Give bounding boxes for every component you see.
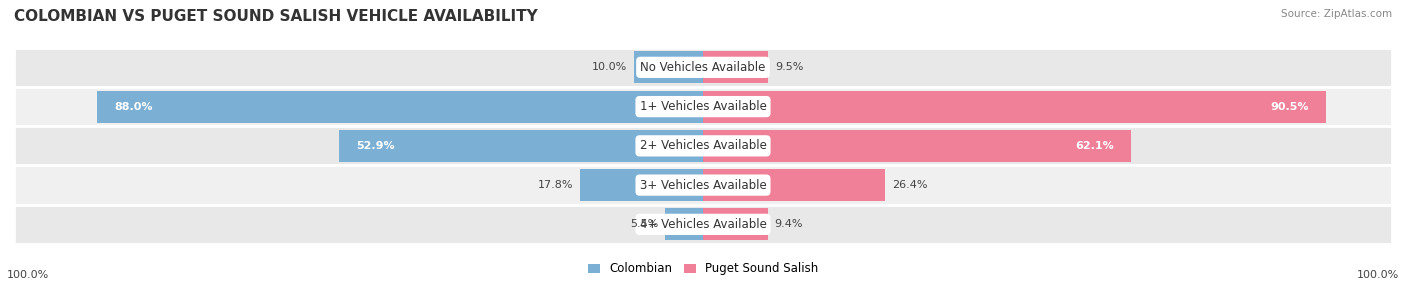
- Text: 100.0%: 100.0%: [7, 270, 49, 280]
- Text: Source: ZipAtlas.com: Source: ZipAtlas.com: [1281, 9, 1392, 19]
- Text: COLOMBIAN VS PUGET SOUND SALISH VEHICLE AVAILABILITY: COLOMBIAN VS PUGET SOUND SALISH VEHICLE …: [14, 9, 538, 23]
- Text: 10.0%: 10.0%: [592, 62, 627, 72]
- Text: 52.9%: 52.9%: [356, 141, 395, 151]
- Text: No Vehicles Available: No Vehicles Available: [640, 61, 766, 74]
- Bar: [97, 90, 703, 123]
- Text: 62.1%: 62.1%: [1074, 141, 1114, 151]
- Bar: [665, 208, 703, 241]
- Bar: [634, 51, 703, 84]
- Bar: [703, 51, 769, 84]
- Bar: [14, 205, 1392, 244]
- Text: 5.5%: 5.5%: [630, 219, 658, 229]
- Bar: [703, 90, 1326, 123]
- Text: 26.4%: 26.4%: [891, 180, 928, 190]
- Bar: [703, 208, 768, 241]
- Text: 9.4%: 9.4%: [775, 219, 803, 229]
- Text: 100.0%: 100.0%: [1357, 270, 1399, 280]
- Bar: [581, 169, 703, 201]
- Bar: [14, 126, 1392, 166]
- Bar: [339, 130, 703, 162]
- Text: 2+ Vehicles Available: 2+ Vehicles Available: [640, 139, 766, 152]
- Text: 17.8%: 17.8%: [538, 180, 574, 190]
- Text: 88.0%: 88.0%: [114, 102, 152, 112]
- Text: 4+ Vehicles Available: 4+ Vehicles Available: [640, 218, 766, 231]
- Bar: [14, 87, 1392, 126]
- Legend: Colombian, Puget Sound Salish: Colombian, Puget Sound Salish: [583, 258, 823, 280]
- Bar: [14, 166, 1392, 205]
- Bar: [14, 48, 1392, 87]
- Text: 9.5%: 9.5%: [775, 62, 804, 72]
- Text: 90.5%: 90.5%: [1271, 102, 1309, 112]
- Text: 3+ Vehicles Available: 3+ Vehicles Available: [640, 179, 766, 192]
- Bar: [703, 130, 1130, 162]
- Text: 1+ Vehicles Available: 1+ Vehicles Available: [640, 100, 766, 113]
- Bar: [703, 169, 884, 201]
